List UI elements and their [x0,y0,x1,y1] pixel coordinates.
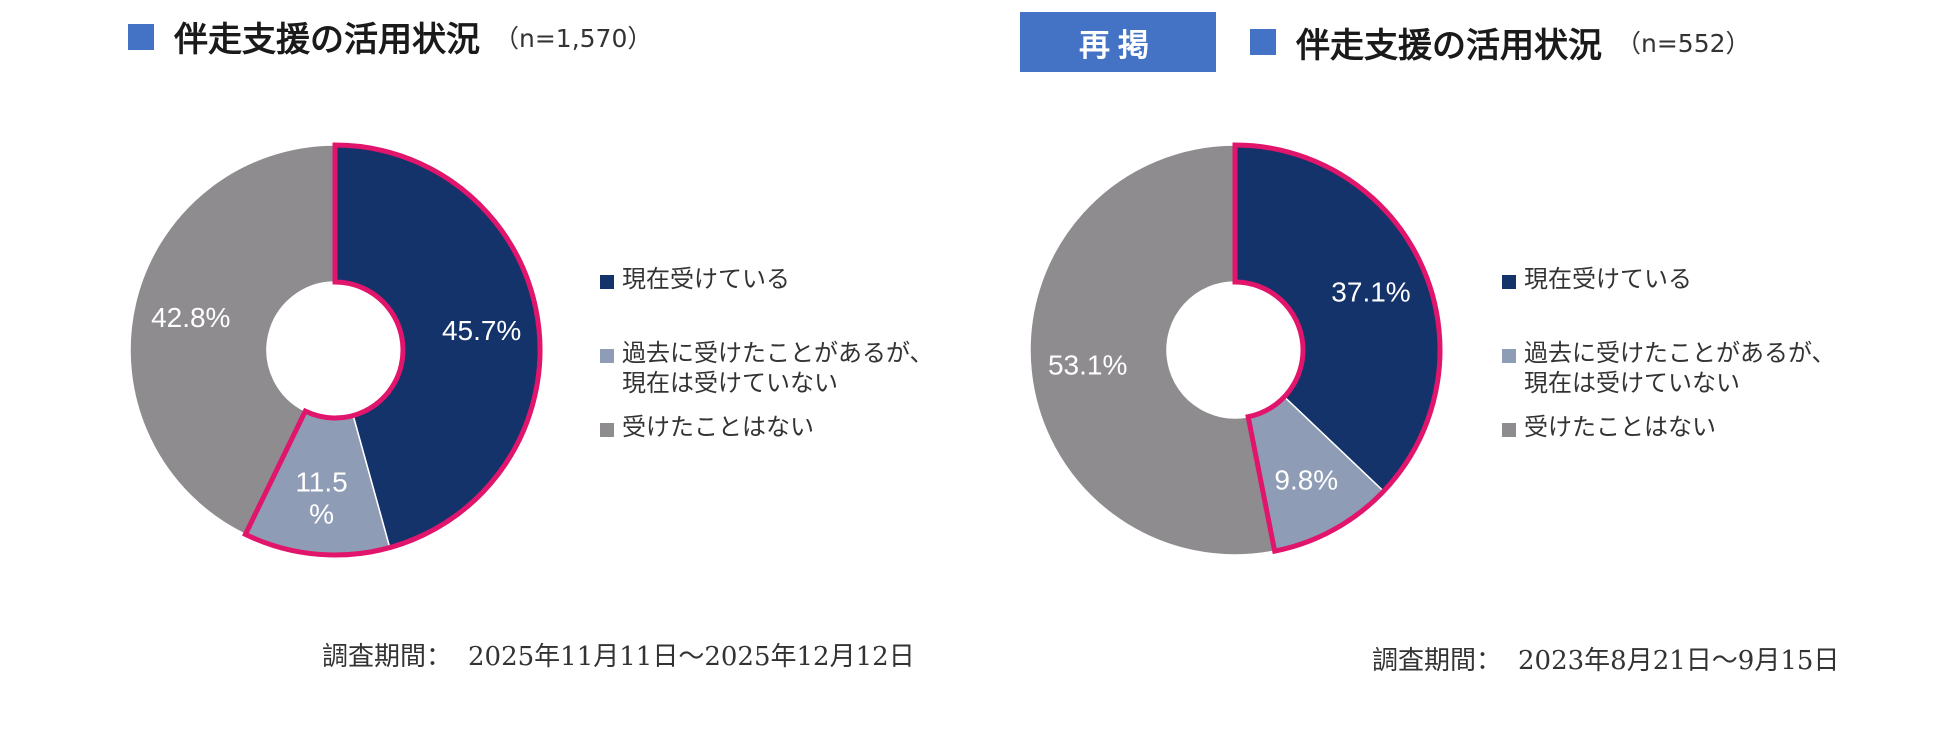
chart-panel-current: 伴走支援の活用状況 （n=1,570） 45.7% 11.5% 42.8% 現在受け… [0,0,960,730]
data-label-past: 11.5% [295,466,347,529]
legend-item-past: 過去に受けたことがあるが、 現在は受けていない [600,338,934,398]
chart-title-row: 再掲 伴走支援の活用状況 （n=552） [1020,12,1751,72]
highlight-outline [1232,142,1443,555]
reprint-badge: 再掲 [1020,12,1216,72]
legend-label: 過去に受けたことがあるが、 現在は受けていない [622,339,934,397]
survey-period: 調査期間： 2023年8月21日～9月15日 [1372,640,1839,677]
data-label-past: 9.8% [1274,465,1338,496]
legend-item-past: 過去に受けたことがあるが、 現在は受けていない [1502,338,1836,398]
legend-swatch [600,423,614,437]
highlight-outline [242,142,543,558]
title-square-icon [128,23,154,50]
data-label-current: 37.1% [1331,277,1410,308]
legend-item-current: 現在受けている [1502,264,1836,294]
legend-swatch [1502,275,1516,289]
chart-title: 伴走支援の活用状況 [174,20,480,60]
legend-swatch [1502,423,1516,437]
legend: 現在受けている 過去に受けたことがあるが、 現在は受けていない 受けたことはない [1502,264,1836,456]
survey-period-value: 2025年11月11日～2025年12月12日 [468,642,915,672]
donut-segment-never [1029,144,1276,556]
chart-title-row: 伴走支援の活用状況 （n=1,570） [128,12,652,61]
donut-chart: 37.1% 9.8% 53.1% [1029,142,1443,556]
legend-label: 受けたことはない [622,413,814,441]
sample-size: （n=552） [1616,29,1751,58]
data-label-never: 53.1% [1048,349,1127,380]
donut-segment-never [129,144,336,536]
sample-size: （n=1,570） [494,23,653,53]
data-label-current: 45.7% [442,315,521,346]
legend-item-never: 受けたことはない [1502,412,1836,442]
legend: 現在受けている 過去に受けたことがあるが、 現在は受けていない 受けたことはない [600,264,934,456]
data-label-never: 42.8% [151,302,230,333]
chart-title: 伴走支援の活用状況 [1296,25,1602,66]
legend-item-never: 受けたことはない [600,412,934,442]
legend-label: 現在受けている [1524,265,1692,293]
legend-swatch [600,349,614,363]
legend-label: 受けたことはない [1524,413,1716,441]
survey-period-label: 調査期間： [322,642,453,672]
legend-swatch [1502,349,1516,363]
legend-swatch [600,275,614,289]
title-square-icon [1250,29,1276,55]
legend-label: 過去に受けたことがあるが、 現在は受けていない [1524,339,1836,397]
survey-period-label: 調査期間： [1372,646,1503,676]
survey-period: 調査期間： 2025年11月11日～2025年12月12日 [322,636,915,673]
legend-label: 現在受けている [622,265,790,293]
chart-panel-reprint: 再掲 伴走支援の活用状況 （n=552） 37.1% 9.8% 53.1% 現在受け… [960,0,1950,730]
survey-period-value: 2023年8月21日～9月15日 [1518,646,1840,676]
legend-item-current: 現在受けている [600,264,934,294]
donut-chart: 45.7% 11.5 % 42.8% [129,142,543,558]
